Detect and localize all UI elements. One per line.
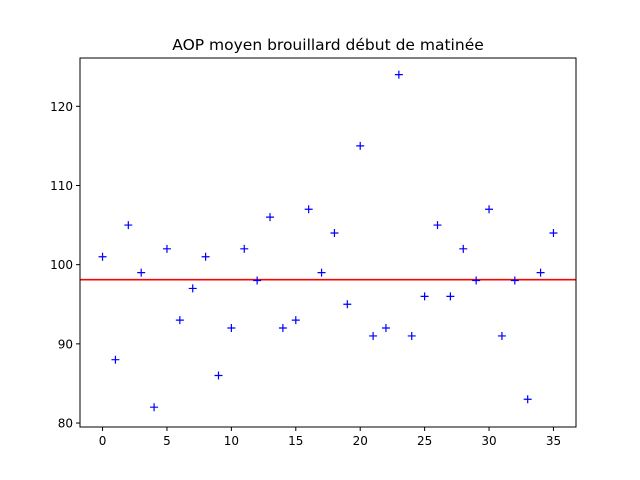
x-tick-label: 25: [417, 434, 432, 448]
data-point: [111, 355, 120, 364]
data-point: [510, 276, 519, 285]
x-tick-label: 20: [353, 434, 368, 448]
data-point: [240, 244, 249, 253]
x-tick-label: 35: [546, 434, 561, 448]
data-point: [330, 228, 339, 237]
data-point: [369, 331, 378, 340]
x-tick-label: 0: [99, 434, 107, 448]
data-point: [407, 331, 416, 340]
data-point: [433, 221, 442, 230]
data-point: [175, 316, 184, 325]
data-point: [304, 205, 313, 214]
data-point: [523, 395, 532, 404]
data-point: [459, 244, 468, 253]
data-point: [137, 268, 146, 277]
data-point: [394, 70, 403, 79]
chart-title: AOP moyen brouillard début de matinée: [172, 36, 484, 54]
data-point: [278, 324, 287, 333]
data-point: [188, 284, 197, 293]
data-point: [536, 268, 545, 277]
data-point: [497, 331, 506, 340]
data-point: [381, 324, 390, 333]
y-tick-label: 100: [50, 258, 73, 272]
plot-frame: [79, 57, 577, 428]
data-point: [98, 252, 107, 261]
y-tick-label: 90: [58, 337, 73, 351]
data-point: [317, 268, 326, 277]
data-point: [291, 316, 300, 325]
data-point: [162, 244, 171, 253]
data-point: [356, 141, 365, 150]
y-tick-label: 120: [50, 100, 73, 114]
x-tick-label: 15: [288, 434, 303, 448]
data-point: [472, 276, 481, 285]
y-tick-label: 110: [50, 179, 73, 193]
x-tick-label: 5: [163, 434, 171, 448]
data-point: [549, 228, 558, 237]
data-point: [420, 292, 429, 301]
data-point: [266, 213, 275, 222]
x-tick-label: 30: [481, 434, 496, 448]
y-tick-label: 80: [58, 417, 73, 431]
x-tick-label: 10: [224, 434, 239, 448]
data-point: [201, 252, 210, 261]
data-point: [214, 371, 223, 380]
data-point: [150, 403, 159, 412]
data-point: [253, 276, 262, 285]
data-point: [227, 324, 236, 333]
data-point: [446, 292, 455, 301]
data-point: [485, 205, 494, 214]
data-point: [343, 300, 352, 309]
data-point: [124, 221, 133, 230]
